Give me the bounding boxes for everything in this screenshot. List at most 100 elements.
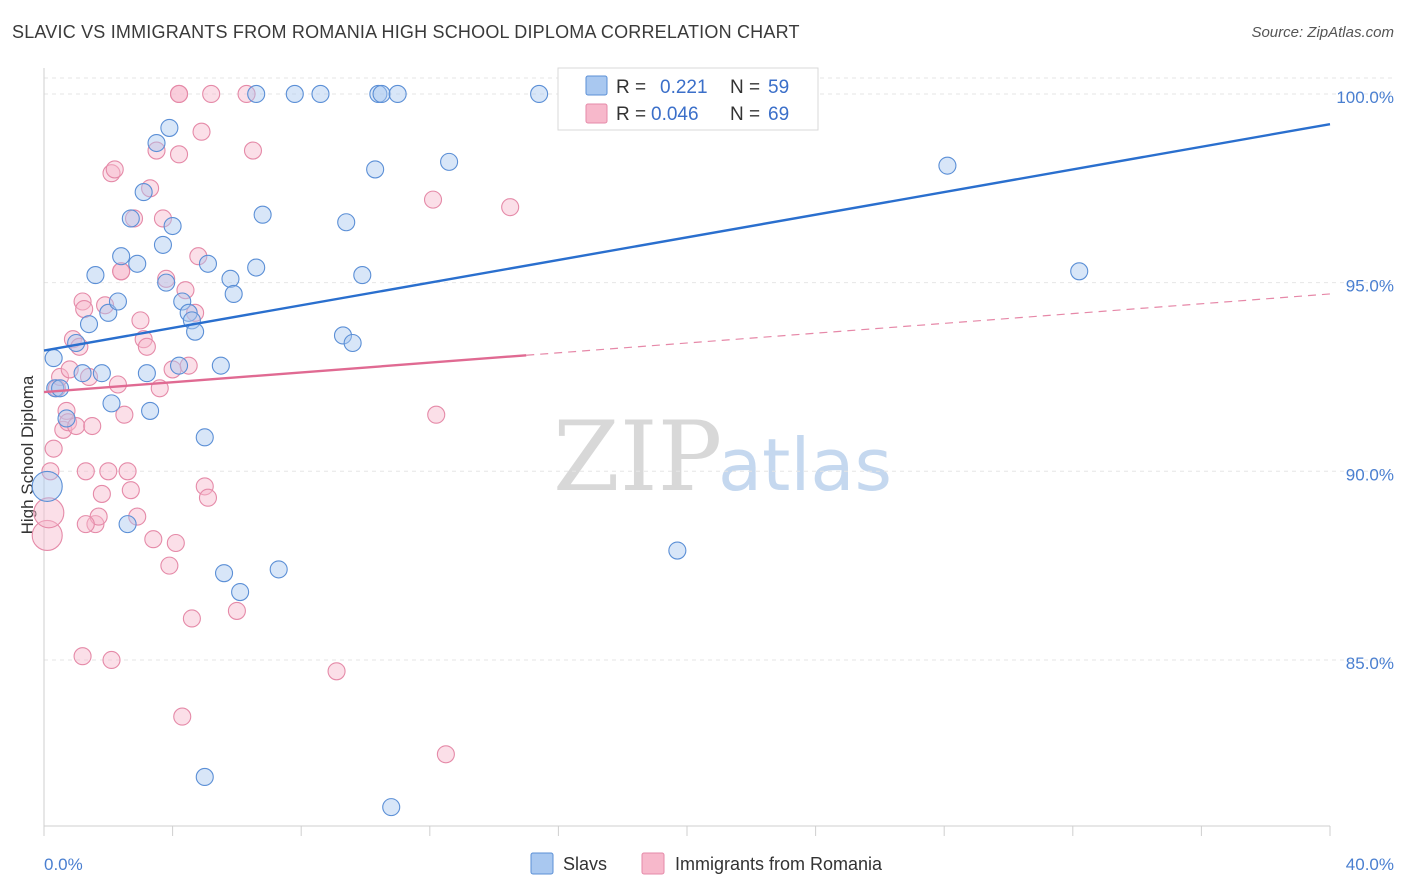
romania-point [243,141,263,160]
bottom-legend-swatch-slavs [530,852,554,875]
slavs-point [169,356,189,375]
slavs-point [141,401,160,420]
romania-point [112,262,131,281]
slavs-point [372,84,391,104]
slavs-point [211,356,230,375]
y-tick-label: 85.0% [1346,654,1394,673]
romania-point [67,416,86,436]
slavs-point [333,326,353,345]
correlation-legend: R = 0.221 N = 59 R = 0.046 N = 69 [557,67,819,131]
romania-point [179,356,198,375]
romania-point [202,84,221,104]
romania-trend-line [43,354,527,394]
slavs-point [366,160,385,179]
romania-point [33,497,65,529]
slavs-point [382,798,401,817]
romania-point [192,122,211,141]
legend-r-value-romania: 0.046 [651,104,699,125]
slavs-point [160,118,179,137]
legend-r-label-romania: R = [616,104,646,125]
slavs-point [353,266,372,285]
slavs-point [231,582,250,602]
slavs-point [128,254,147,273]
slavs-point [214,564,234,583]
watermark-zip: ZIP [553,401,722,513]
chart-title: SLAVIC VS IMMIGRANTS FROM ROMANIA HIGH S… [12,22,800,42]
slavs-point [163,216,182,236]
legend-n-value-slavs: 59 [768,77,789,98]
bottom-legend-slavs: Slavs [563,854,607,874]
slavs-point [285,84,304,104]
romania-point [75,299,94,319]
y-tick-label: 100.0% [1336,88,1394,107]
slavs-point [247,84,266,104]
romania-point [427,405,446,424]
romania-point [99,462,118,481]
slavs-point [530,84,549,104]
romania-point [157,269,176,288]
slavs-point [57,409,76,428]
x-tick-min: 0.0% [44,855,83,874]
romania-point [182,609,201,628]
romania-point [44,439,63,458]
slavs-point [79,315,99,334]
romania-point [73,292,92,311]
romania-point [176,281,195,300]
romania-point [105,160,124,179]
slavs-point [112,247,131,266]
slavs-point [173,292,192,311]
y-tick-label: 95.0% [1346,277,1394,296]
bottom-legend-romania: Immigrants from Romania [675,854,883,874]
legend-r-value-slavs: 0.221 [660,77,708,98]
slavs-point [668,541,687,560]
romania-point [83,416,102,436]
romania-point [31,519,63,551]
slavs-point [198,254,218,273]
bottom-legend-swatch-romania [641,852,665,875]
slavs-point [44,349,63,368]
slavs-point [938,156,957,175]
slavs-point [134,183,153,202]
slavs-trend-line [43,122,1331,352]
slavs-point [153,235,173,254]
romania-point [153,209,173,228]
x-tick-max: 40.0% [1346,855,1394,874]
legend-n-value-romania: 69 [768,104,789,125]
slavs-point [73,364,92,383]
romania-point [147,141,166,160]
legend-n-label-romania: N = [730,104,760,125]
romania-point [173,707,192,726]
romania-point [169,145,189,164]
slavs-point [388,84,407,104]
romania-point [198,488,218,507]
romania-point [436,745,455,764]
axes [43,68,1331,836]
romania-point [73,647,92,666]
romania-point [131,311,150,330]
legend-swatch-romania [585,103,608,124]
romania-point [501,198,520,217]
slavs-point [195,767,214,786]
y-tick-label: 90.0% [1346,465,1394,484]
slavs-point [102,394,121,413]
slavs-point [224,284,243,304]
romania-point [92,484,111,503]
legend-swatch-slavs [585,75,608,96]
romania-point [102,650,121,670]
slavs-point [108,292,127,311]
watermark-atlas: atlas [718,423,892,507]
slavs-point [121,209,140,228]
slavs-point [86,266,105,285]
romania-point [189,247,208,266]
slavs-point [221,269,240,288]
romania-trend-extension [526,293,1331,356]
slavs-point [157,273,176,292]
romania-point [166,533,185,553]
slavs-point [440,152,459,171]
romania-point [195,477,214,496]
romania-point [115,405,134,424]
slavs-point [1070,262,1089,281]
slavs-point [51,379,70,398]
romania-point [327,662,346,681]
